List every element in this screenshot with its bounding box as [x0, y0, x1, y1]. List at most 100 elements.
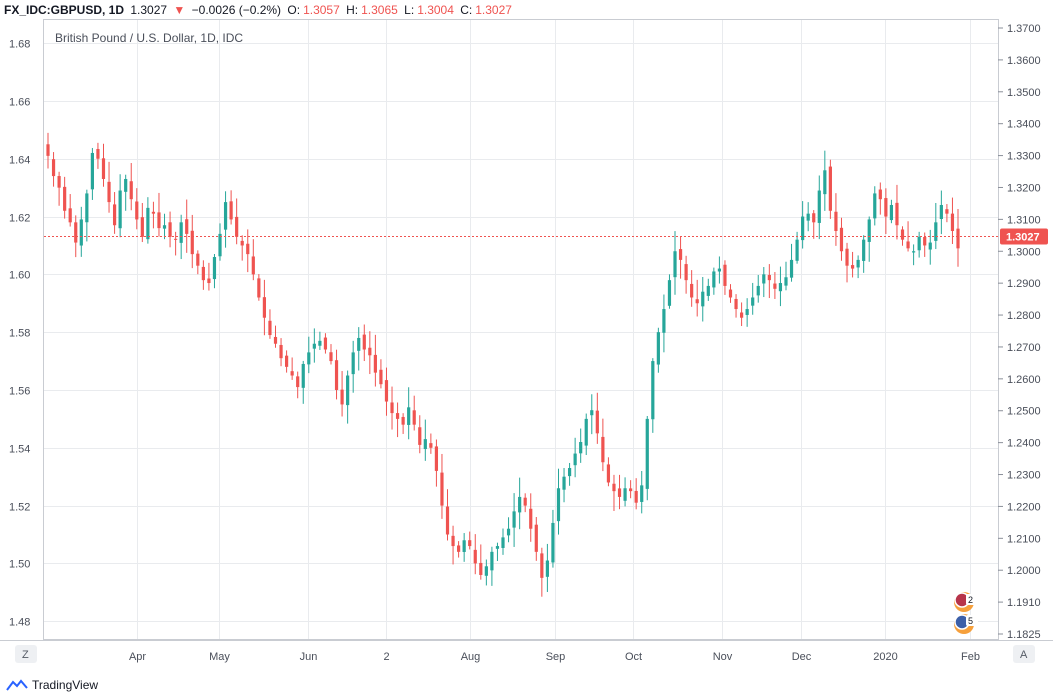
candle-body: [312, 343, 316, 349]
candle-down: [196, 250, 200, 275]
candle-up: [501, 528, 505, 555]
right-tick-label: 1.3100: [1007, 214, 1041, 226]
candle-body: [590, 410, 594, 416]
candle-body: [873, 193, 877, 219]
candle-body: [562, 476, 566, 490]
candle-up: [357, 327, 361, 371]
candle-body: [789, 259, 794, 278]
candle-body: [418, 427, 422, 445]
candle-body: [257, 278, 261, 298]
candle-down: [895, 184, 899, 240]
time-tick-label: Oct: [625, 651, 642, 663]
high-label: H:: [346, 3, 359, 17]
candle-body: [640, 485, 644, 502]
candle-down: [839, 217, 844, 261]
candle-body: [235, 216, 239, 237]
close-value: 1.3027: [475, 3, 512, 17]
right-tick-label: 1.2300: [1007, 470, 1041, 482]
auto-scale-button-left[interactable]: Z: [15, 645, 37, 663]
candle-down: [201, 260, 205, 290]
candle-body: [63, 186, 67, 211]
right-price-axis[interactable]: 1.3700 1.3600 1.3500 1.3400 1.3300 1.3200 1.31…: [998, 23, 1041, 641]
candle-up: [789, 243, 794, 282]
candle-body: [423, 439, 427, 450]
candle-down: [828, 159, 832, 219]
chart-background: [0, 19, 1053, 676]
candle-down: [246, 229, 250, 273]
candle-down: [457, 541, 461, 558]
candle-body: [124, 178, 128, 192]
candle-up: [423, 419, 427, 461]
candle-body: [534, 524, 538, 552]
candle-up: [551, 509, 555, 568]
candle-body: [856, 259, 860, 268]
last-price-tag: 1.3027: [1000, 228, 1048, 245]
candle-body: [501, 537, 505, 548]
tradingview-logo-icon: [6, 679, 28, 691]
right-tick-label: 1.3300: [1007, 151, 1041, 163]
auto-scale-button-right[interactable]: A: [1013, 645, 1035, 663]
candle-body: [57, 176, 61, 188]
candle-up: [745, 298, 749, 327]
candle-up: [934, 202, 938, 250]
candle-up: [223, 191, 228, 248]
candle-down: [279, 338, 283, 367]
candle-body: [368, 347, 372, 356]
candle-body: [79, 219, 83, 246]
right-tick-label: 1.2800: [1007, 310, 1041, 322]
right-tick-label: 1.2400: [1007, 438, 1041, 450]
candle-down: [329, 344, 333, 365]
uk-event-flag-icon[interactable]: 2: [954, 592, 978, 612]
candle-body: [279, 344, 283, 359]
candle-down: [157, 192, 161, 237]
candle-up: [856, 255, 860, 279]
candle-body: [845, 248, 849, 266]
candle-body: [357, 337, 361, 351]
grid-lines: [44, 20, 998, 640]
candle-up: [762, 267, 766, 298]
symbol-label[interactable]: FX_IDC:GBPUSD, 1D: [4, 3, 125, 17]
candle-down: [429, 433, 433, 454]
candle-body: [445, 506, 450, 535]
left-price-axis[interactable]: 1.68 1.66 1.64 1.62 1.60 1.58 1.56 1.54 1.52 1.50…: [9, 39, 30, 629]
candle-body: [401, 416, 405, 425]
candle-up: [623, 477, 627, 507]
candle-body: [434, 446, 439, 471]
candle-down: [63, 176, 67, 219]
candle-down: [112, 192, 117, 234]
candle-body: [179, 222, 183, 243]
candle-down: [323, 333, 328, 354]
candle-body: [728, 289, 733, 298]
right-tick-label: 1.2000: [1007, 565, 1041, 577]
right-tick-label: 1.3200: [1007, 182, 1041, 194]
candle-body: [862, 239, 866, 261]
time-axis[interactable]: Apr May Jun 2 Aug Sep Oct Nov Dec 2020 Feb: [129, 651, 980, 663]
brand-name[interactable]: TradingView: [32, 678, 99, 692]
low-label: L:: [404, 3, 415, 17]
candle-body: [723, 264, 727, 286]
footer: TradingView: [6, 676, 98, 694]
candle-body: [717, 268, 722, 272]
candle-down: [412, 395, 416, 431]
left-tick-label: 1.66: [9, 97, 30, 109]
candle-body: [407, 407, 411, 425]
candle-body: [451, 535, 455, 547]
candle-body: [690, 283, 694, 298]
candle-down: [734, 294, 738, 318]
candle-down: [529, 493, 533, 542]
candle-up: [85, 189, 89, 242]
candle-down: [850, 251, 855, 278]
candle-down: [257, 274, 261, 301]
candle-up: [518, 477, 522, 530]
candle-up: [573, 437, 577, 478]
us-event-flag-icon[interactable]: 5: [954, 614, 978, 634]
candle-up: [146, 197, 150, 244]
time-tick-label: 2020: [873, 651, 897, 663]
candle-down: [773, 272, 777, 299]
candle-up: [584, 413, 588, 456]
candle-body: [545, 560, 549, 577]
candle-body: [817, 190, 821, 223]
candle-body: [129, 181, 133, 200]
candle-body: [912, 251, 916, 253]
